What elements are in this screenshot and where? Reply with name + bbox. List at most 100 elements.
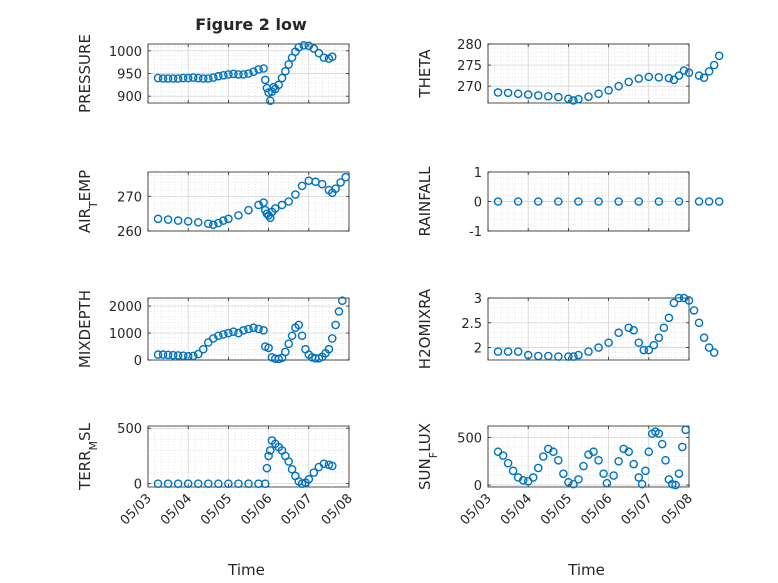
data-point xyxy=(574,350,583,360)
data-point xyxy=(234,211,243,220)
data-point xyxy=(254,65,263,74)
data-point xyxy=(528,473,538,482)
data-point xyxy=(254,324,263,334)
y-axis-label: AIRTEMP xyxy=(76,170,100,233)
data-point xyxy=(614,456,623,466)
data-point xyxy=(168,350,178,360)
data-point xyxy=(604,338,613,347)
data-point xyxy=(183,216,193,226)
data-point xyxy=(209,220,218,230)
data-point xyxy=(694,318,704,328)
data-point xyxy=(679,66,689,75)
data-point xyxy=(579,461,588,471)
data-point xyxy=(163,479,173,488)
data-point xyxy=(533,197,543,206)
panel-8: 0 500 05/03 05/04 05/05 05/06 05/07 05/08 SUNFLU… xyxy=(416,423,696,579)
data-point xyxy=(664,313,674,323)
data-point xyxy=(284,457,294,466)
data-point xyxy=(214,331,223,341)
data-point xyxy=(284,197,294,206)
data-point xyxy=(513,197,523,206)
data-point xyxy=(224,214,233,224)
panel-1: 900 950 1000 PRESSURE xyxy=(76,34,350,113)
y-tick-label: 900 xyxy=(117,90,142,105)
data-point xyxy=(634,473,644,482)
panel-5: 0 1000 2000 MIXDEPTH xyxy=(76,290,350,369)
x-tick-label: 05/08 xyxy=(659,491,696,528)
data-point xyxy=(178,351,188,360)
data-point xyxy=(249,323,258,332)
x-tick-label: 05/06 xyxy=(238,491,275,528)
data-point xyxy=(214,218,223,228)
data-point xyxy=(203,74,213,83)
y-tick-label: 2000 xyxy=(109,300,142,315)
data-point xyxy=(594,89,603,99)
data-point xyxy=(314,48,324,58)
axes-box xyxy=(487,425,690,488)
data-point xyxy=(654,72,664,82)
data-point xyxy=(294,320,304,330)
data-point xyxy=(569,479,578,489)
data-point xyxy=(664,73,674,83)
data-point xyxy=(709,348,719,357)
data-point xyxy=(604,86,613,95)
y-tick-label: 0 xyxy=(134,478,142,493)
data-point xyxy=(533,463,543,473)
data-point xyxy=(684,68,694,77)
data-point xyxy=(699,73,709,83)
data-point xyxy=(193,349,203,359)
data-point xyxy=(327,334,337,343)
data-point xyxy=(229,69,238,79)
data-point xyxy=(574,475,583,484)
data-point xyxy=(674,197,684,206)
data-point xyxy=(264,343,273,353)
data-point xyxy=(168,74,178,83)
y-tick-label: 260 xyxy=(117,225,142,240)
data-point xyxy=(694,71,704,80)
data-point xyxy=(644,72,654,82)
data-point xyxy=(158,74,168,83)
x-tick-label: 05/05 xyxy=(198,491,235,528)
data-point xyxy=(498,451,508,460)
data-point xyxy=(533,351,543,361)
data-point xyxy=(559,469,568,478)
data-point xyxy=(153,214,163,224)
data-point xyxy=(574,197,583,206)
x-tick-label: 05/07 xyxy=(279,491,316,528)
data-point xyxy=(203,479,213,488)
data-point xyxy=(214,479,223,488)
data-point xyxy=(678,442,687,452)
data-point xyxy=(260,479,270,488)
data-point xyxy=(679,293,689,303)
data-point xyxy=(224,328,233,338)
x-tick-label: 05/03 xyxy=(118,491,155,528)
data-point xyxy=(674,293,684,303)
data-point xyxy=(317,179,327,189)
data-point xyxy=(173,351,183,360)
data-point xyxy=(265,96,275,106)
data-point xyxy=(173,479,183,488)
data-point xyxy=(654,429,664,438)
data-point xyxy=(538,452,548,461)
data-point xyxy=(158,350,168,359)
data-point xyxy=(523,90,533,99)
data-point xyxy=(287,331,297,341)
data-point xyxy=(244,205,253,215)
data-point xyxy=(634,338,644,347)
data-point xyxy=(163,74,173,83)
data-point xyxy=(214,71,223,81)
data-point xyxy=(629,325,639,335)
data-point xyxy=(699,333,709,342)
data-point xyxy=(163,215,173,224)
data-point xyxy=(629,459,639,469)
data-point xyxy=(304,474,314,484)
y-axis-label: MIXDEPTH xyxy=(76,290,94,368)
y-tick-label: 1000 xyxy=(109,327,142,342)
data-point xyxy=(193,218,203,227)
data-point xyxy=(602,478,612,488)
y-tick-label: 0 xyxy=(474,196,482,211)
data-point xyxy=(518,476,528,485)
y-tick-label: 2.5 xyxy=(461,317,482,332)
y-tick-label: 500 xyxy=(117,422,142,437)
